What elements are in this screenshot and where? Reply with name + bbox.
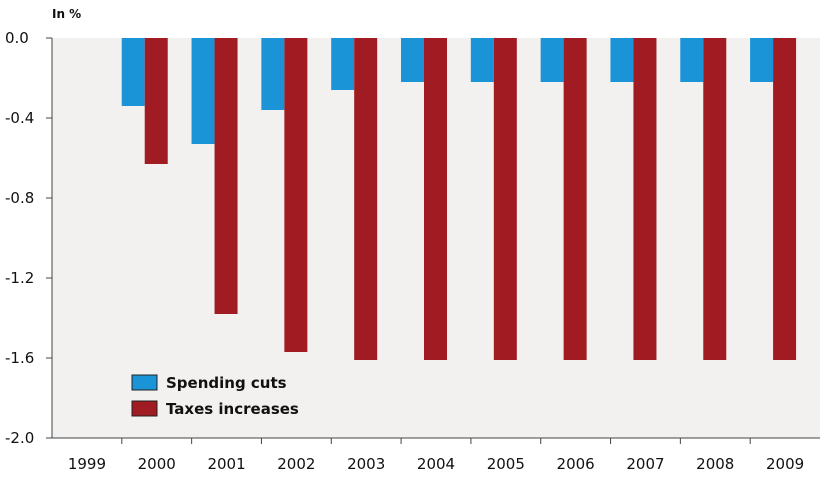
x-tick-label: 2006 (557, 455, 595, 473)
x-tick-label: 2007 (626, 455, 664, 473)
y-tick-label: 0.0 (5, 29, 29, 47)
bar-spending-cuts-2002 (261, 38, 285, 110)
bar-taxes-increases-2008 (703, 38, 727, 360)
legend-swatch-taxes-increases (131, 400, 158, 417)
bar-taxes-increases-2003 (354, 38, 378, 360)
bar-spending-cuts-2009 (750, 38, 774, 82)
legend: Spending cuts Taxes increases (131, 374, 299, 418)
bar-spending-cuts-2005 (470, 38, 494, 82)
x-tick-label: 2001 (207, 455, 245, 473)
x-tick-label: 2005 (487, 455, 525, 473)
x-tick-label: 2004 (417, 455, 455, 473)
bar-taxes-increases-2000 (144, 38, 168, 164)
bar-taxes-increases-2001 (214, 38, 238, 314)
bar-spending-cuts-2008 (680, 38, 704, 82)
legend-label-spending-cuts: Spending cuts (166, 374, 287, 392)
bar-spending-cuts-2004 (401, 38, 424, 82)
bar-spending-cuts-2003 (331, 38, 355, 90)
bar-spending-cuts-2000 (121, 38, 145, 106)
y-axis-label: In % (52, 7, 81, 21)
legend-label-taxes-increases: Taxes increases (166, 400, 299, 418)
bar-taxes-increases-2009 (773, 38, 797, 360)
x-tick-label: 2009 (766, 455, 804, 473)
y-tick-label: -0.4 (5, 109, 34, 127)
y-tick-label: -0.8 (5, 189, 34, 207)
bars-group (121, 38, 797, 360)
x-tick-label: 2002 (277, 455, 315, 473)
bar-spending-cuts-2007 (610, 38, 634, 82)
axes-group: 0.0 -0.4 -0.8 -1.2 -1.6 -2.0 1999 2000 2001 2002 2… (5, 29, 820, 473)
bar-spending-cuts-2001 (191, 38, 215, 144)
bar-taxes-increases-2004 (424, 38, 447, 360)
y-tick-label: -1.6 (5, 349, 34, 367)
x-tick-label: 2000 (138, 455, 176, 473)
legend-swatch-spending-cuts (131, 374, 158, 391)
y-tick-label: -1.2 (5, 269, 34, 287)
bar-spending-cuts-2006 (540, 38, 564, 82)
y-tick-label: -2.0 (5, 429, 34, 447)
bar-taxes-increases-2007 (633, 38, 657, 360)
x-tick-label: 1999 (68, 455, 106, 473)
x-tick-label: 2008 (696, 455, 734, 473)
bar-taxes-increases-2002 (284, 38, 308, 352)
x-tick-label: 2003 (347, 455, 385, 473)
bar-taxes-increases-2006 (563, 38, 587, 360)
bar-taxes-increases-2005 (493, 38, 517, 360)
